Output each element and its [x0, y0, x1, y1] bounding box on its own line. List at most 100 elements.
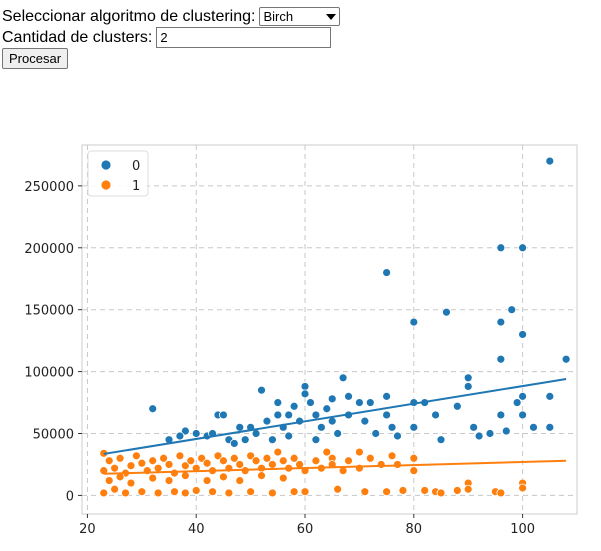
point-series-1 — [104, 476, 114, 485]
legend-marker-0 — [100, 159, 112, 171]
clusters-input[interactable]: 2 — [156, 27, 332, 48]
point-series-1 — [110, 463, 120, 473]
point-series-1 — [175, 451, 185, 461]
point-series-1 — [235, 476, 245, 485]
point-series-0 — [545, 391, 555, 401]
point-series-0 — [545, 422, 555, 432]
algorithm-label: Seleccionar algoritmo de clustering: — [2, 7, 256, 25]
point-series-1 — [311, 456, 321, 466]
point-series-0 — [235, 422, 245, 432]
point-series-0 — [322, 404, 332, 414]
point-series-1 — [289, 453, 299, 463]
legend-marker-1 — [100, 179, 112, 191]
point-series-1 — [344, 456, 353, 466]
point-series-1 — [355, 447, 364, 457]
point-series-1 — [202, 476, 212, 485]
point-series-0 — [496, 243, 506, 253]
point-series-1 — [409, 466, 419, 476]
point-series-0 — [371, 429, 381, 438]
point-series-0 — [284, 410, 294, 420]
point-series-0 — [219, 410, 228, 420]
point-series-1 — [224, 488, 234, 498]
point-series-0 — [180, 426, 190, 436]
point-series-0 — [306, 398, 315, 407]
point-series-1 — [409, 453, 419, 463]
point-series-1 — [137, 487, 147, 497]
point-series-1 — [398, 486, 408, 495]
point-series-0 — [474, 431, 484, 441]
point-series-1 — [131, 451, 141, 461]
point-series-0 — [229, 439, 239, 448]
point-series-1 — [197, 453, 207, 463]
point-series-1 — [219, 472, 228, 482]
point-series-0 — [240, 435, 250, 445]
point-series-1 — [121, 488, 130, 498]
x-tick-label: 80 — [406, 522, 423, 537]
point-series-1 — [496, 488, 506, 498]
point-series-1 — [110, 484, 120, 494]
plot-frame — [81, 144, 578, 515]
point-series-1 — [229, 453, 239, 463]
point-series-0 — [545, 156, 555, 166]
point-series-0 — [529, 422, 538, 432]
algorithm-select[interactable]: Birch — [259, 7, 341, 26]
point-series-1 — [246, 451, 256, 461]
point-series-1 — [273, 447, 283, 457]
y-tick-label: 50000 — [33, 428, 74, 443]
x-tick-label: 100 — [510, 522, 535, 537]
point-series-1 — [153, 463, 163, 473]
point-series-0 — [501, 426, 511, 436]
point-series-1 — [452, 486, 462, 495]
trendline-series-0 — [103, 378, 567, 455]
point-series-1 — [300, 487, 310, 497]
point-series-0 — [267, 435, 277, 445]
point-series-1 — [164, 460, 174, 469]
point-series-1 — [208, 487, 217, 497]
point-series-1 — [170, 487, 179, 497]
point-series-0 — [409, 422, 419, 432]
y-tick-label: 100000 — [24, 366, 74, 381]
point-series-1 — [126, 461, 136, 471]
chevron-down-icon — [326, 13, 337, 20]
point-series-0 — [518, 391, 528, 401]
point-series-0 — [338, 373, 348, 383]
point-series-1 — [202, 458, 212, 468]
clusters-input-value: 2 — [160, 30, 168, 45]
scatter-chart: 20 40 60 80 100 0 50000 100000 150000 200000 25000… — [24, 144, 578, 537]
point-series-0 — [191, 429, 201, 438]
process-button[interactable]: Procesar — [2, 48, 69, 69]
point-series-0 — [273, 398, 283, 407]
point-series-1 — [360, 487, 370, 497]
point-series-0 — [387, 422, 397, 432]
point-series-0 — [382, 410, 392, 420]
point-series-0 — [333, 429, 343, 438]
point-series-1 — [376, 460, 386, 469]
point-series-0 — [289, 401, 299, 411]
point-series-0 — [512, 398, 522, 407]
point-series-1 — [180, 461, 190, 471]
point-series-1 — [436, 488, 446, 498]
point-series-1 — [235, 460, 245, 469]
point-series-0 — [442, 307, 451, 317]
y-tick-label: 200000 — [24, 242, 74, 257]
point-series-0 — [463, 373, 473, 383]
y-tick-label: 0 — [66, 489, 74, 504]
legend-label-0: 0 — [132, 159, 140, 174]
point-series-0 — [409, 317, 419, 327]
point-series-1 — [126, 478, 136, 488]
clusters-row: Cantidad de clusters: 2 — [2, 27, 332, 48]
point-series-0 — [382, 391, 392, 401]
point-series-1 — [278, 473, 288, 483]
point-series-0 — [507, 305, 517, 315]
point-series-0 — [360, 416, 370, 426]
point-series-0 — [463, 382, 473, 391]
point-series-0 — [344, 391, 353, 401]
point-series-0 — [300, 382, 310, 391]
point-series-1 — [104, 456, 114, 466]
point-series-1 — [186, 456, 196, 466]
point-series-0 — [311, 435, 321, 445]
algorithm-row: Seleccionar algoritmo de clustering: Bir… — [2, 7, 341, 26]
point-series-0 — [561, 354, 571, 364]
point-series-1 — [246, 487, 256, 497]
point-series-1 — [213, 451, 223, 461]
